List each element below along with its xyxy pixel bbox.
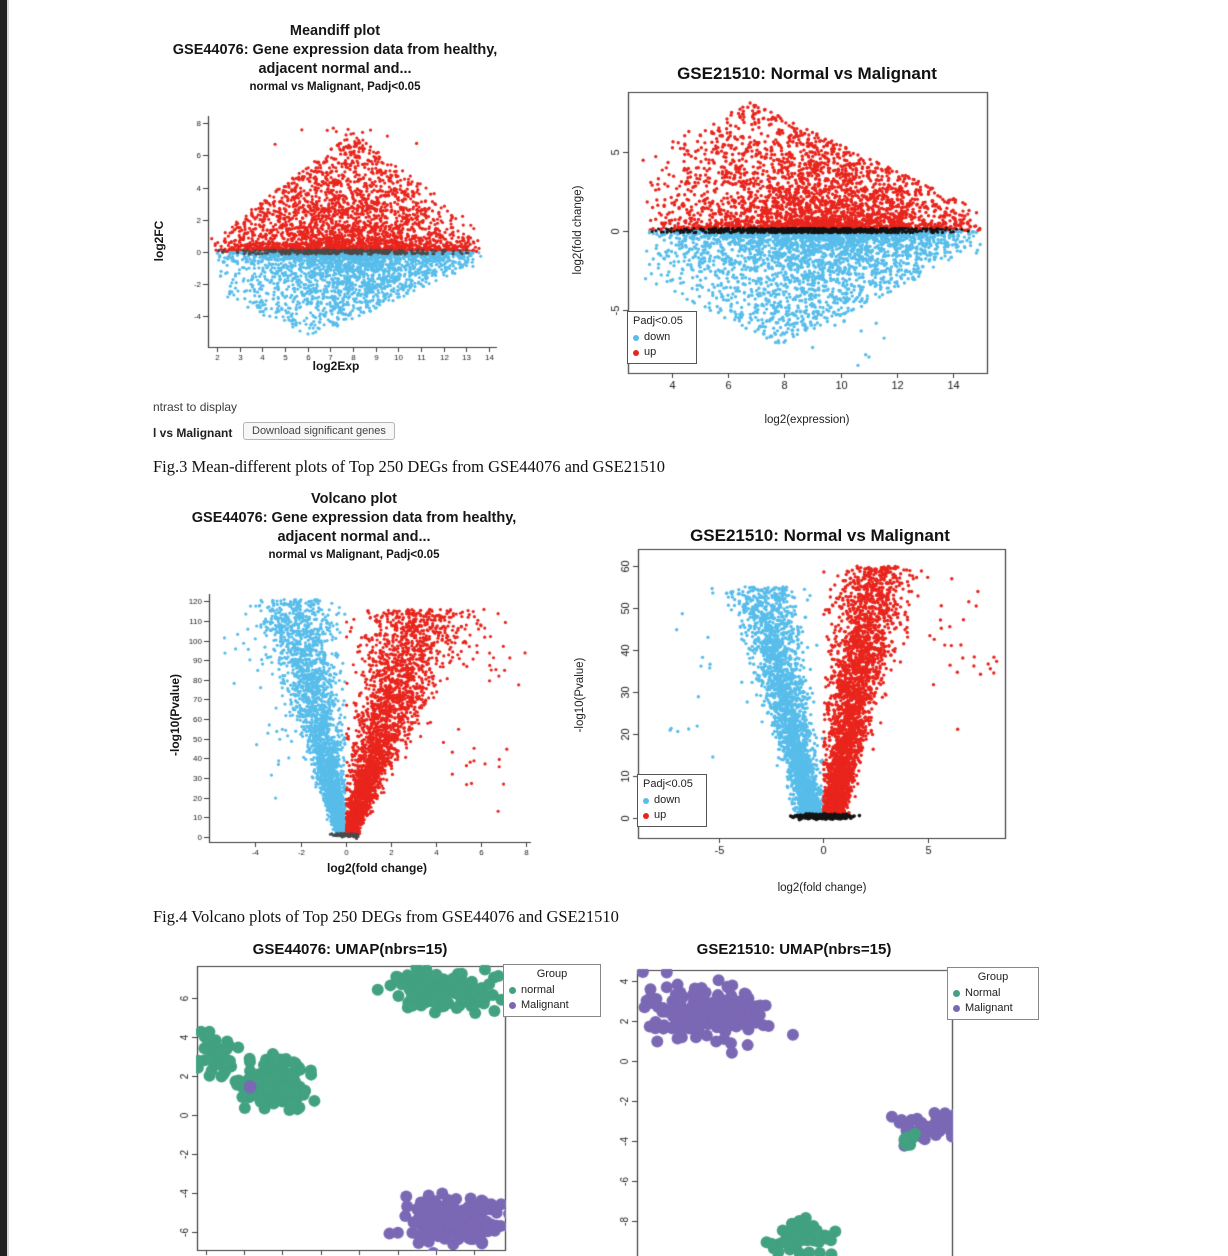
ma21510-ylabel: log2(fold change) [572,185,584,275]
download-significant-genes-button[interactable]: Download significant genes [243,422,395,440]
ma44076-ylabel: log2FC [152,220,166,262]
ma21510-xlabel: log2(expression) [764,414,850,426]
legend-title: Group [977,971,1009,983]
legend-item-label: Malignant [965,1002,1013,1014]
vol21510-title: GSE21510: Normal vs Malignant [690,526,950,545]
malignant-dot-icon [953,1005,960,1012]
legend-item-down: down [643,793,701,808]
contrast-selected-value: l vs Malignant [153,426,233,440]
chart-title-line: Volcano plot [311,491,397,507]
left-edge-strip-border [7,0,9,1256]
chart-title-line: GSE44076: Gene expression data from heal… [191,510,517,526]
umap21510-legend: Group Normal Malignant [947,967,1039,1020]
fig3-caption: Fig.3 Mean-different plots of Top 250 DE… [153,457,665,476]
ma44076-title-block: Meandiff plot GSE44076: Gene expression … [135,22,535,95]
ma21510-title: GSE21510: Normal vs Malignant [677,64,937,83]
fig4-caption: Fig.4 Volcano plots of Top 250 DEGs from… [153,907,619,926]
chart-title-line: Meandiff plot [289,23,381,39]
legend-title: Group [536,968,568,980]
ma21510-legend: Padj<0.05 down up [627,311,697,364]
chart-title-line: adjacent normal and... [258,61,412,77]
vol21510-xlabel: log2(fold change) [777,882,867,894]
down-dot-icon [643,797,649,804]
legend-item-down: down [633,330,691,345]
legend-item-up: up [643,808,701,823]
legend-item-malignant: Malignant [953,1001,1033,1016]
chart-subtitle: normal vs Malignant, Padj<0.05 [268,549,440,561]
down-dot-icon [633,334,639,341]
vol44076-xlabel: log2(fold change) [327,861,427,875]
up-dot-icon [633,349,639,356]
contrast-to-display-label: ntrast to display [153,400,238,414]
legend-item-malignant: Malignant [509,998,595,1013]
legend-item-label: up [654,809,667,821]
legend-item-label: Normal [965,987,1001,999]
legend-item-normal: normal [509,983,595,998]
legend-item-label: Malignant [521,999,569,1011]
chart-subtitle: normal vs Malignant, Padj<0.05 [249,81,421,93]
left-edge-strip [0,0,7,1256]
legend-item-label: down [654,794,681,806]
malignant-dot-icon [509,1002,516,1009]
legend-item-label: up [644,346,657,358]
vol44076-title-block: Volcano plot GSE44076: Gene expression d… [154,490,554,563]
normal-dot-icon [953,990,960,997]
legend-title: Padj<0.05 [643,778,693,790]
umap21510-title: GSE21510: UMAP(nbrs=15) [696,941,892,958]
legend-item-label: down [644,331,671,343]
umap44076-title: GSE44076: UMAP(nbrs=15) [252,941,448,958]
normal-dot-icon [509,987,516,994]
vol44076-ylabel: -log10(Pvalue) [168,673,182,757]
legend-item-label: normal [521,984,555,996]
vol21510-legend: Padj<0.05 down up [637,774,707,827]
legend-item-up: up [633,345,691,360]
up-dot-icon [643,812,649,819]
vol21510-ylabel: -log10(Pvalue) [574,657,586,733]
umap44076-legend: Group normal Malignant [503,964,601,1017]
ma44076-xlabel: log2Exp [312,359,360,373]
legend-title: Padj<0.05 [633,315,683,327]
chart-title-line: GSE44076: Gene expression data from heal… [172,42,498,58]
chart-title-line: adjacent normal and... [277,529,431,545]
legend-item-normal: Normal [953,986,1033,1001]
